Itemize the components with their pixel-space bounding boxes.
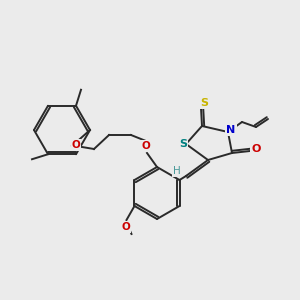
Text: O: O	[121, 222, 130, 232]
Text: O: O	[251, 144, 261, 154]
Text: O: O	[72, 140, 80, 150]
Text: H: H	[173, 166, 181, 176]
Text: N: N	[226, 125, 236, 135]
Text: S: S	[179, 139, 187, 149]
Text: O: O	[142, 141, 150, 151]
Text: S: S	[200, 98, 208, 108]
